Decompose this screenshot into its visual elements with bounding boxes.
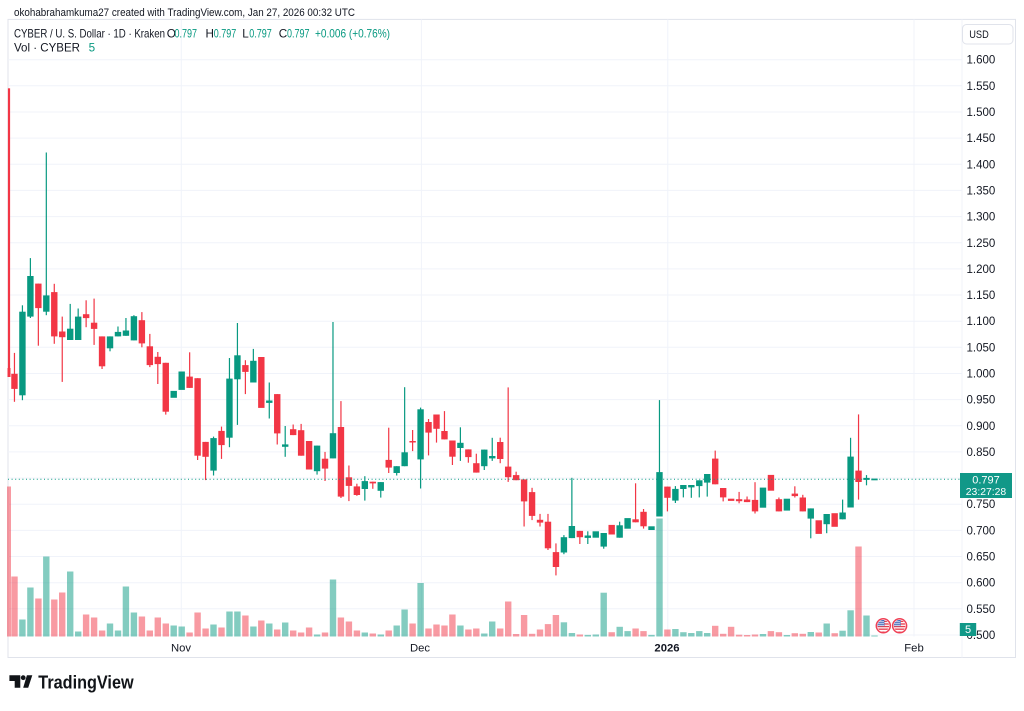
svg-text:Dec: Dec — [410, 643, 430, 655]
svg-text:0.850: 0.850 — [967, 447, 996, 459]
svg-text:TradingView: TradingView — [38, 672, 134, 693]
svg-text:0.600: 0.600 — [967, 578, 996, 590]
svg-text:0.750: 0.750 — [967, 499, 996, 511]
svg-text:0.550: 0.550 — [967, 604, 996, 616]
svg-text:1.400: 1.400 — [967, 159, 996, 171]
svg-text:0.700: 0.700 — [967, 525, 996, 537]
svg-text:1.350: 1.350 — [967, 185, 996, 197]
svg-text:5: 5 — [965, 624, 971, 636]
svg-text:2026: 2026 — [654, 643, 679, 655]
svg-text:CYBER / U. S. Dollar · 1D · Kr: CYBER / U. S. Dollar · 1D · Kraken O0.797… — [14, 27, 390, 40]
svg-text:0.650: 0.650 — [967, 552, 996, 564]
svg-text:1.150: 1.150 — [967, 290, 996, 302]
svg-text:23:27:28: 23:27:28 — [966, 487, 1007, 498]
svg-text:okohabrahamkuma27 created with: okohabrahamkuma27 created with TradingVi… — [14, 7, 355, 19]
svg-text:Nov: Nov — [171, 643, 191, 655]
svg-text:0.900: 0.900 — [967, 421, 996, 433]
svg-text:1.450: 1.450 — [967, 133, 996, 145]
svg-text:1.000: 1.000 — [967, 369, 996, 381]
svg-text:0.950: 0.950 — [967, 395, 996, 407]
svg-text:1.100: 1.100 — [967, 316, 996, 328]
svg-text:USD: USD — [969, 29, 989, 41]
svg-text:1.500: 1.500 — [967, 107, 996, 119]
svg-text:1.300: 1.300 — [967, 212, 996, 224]
svg-text:1.200: 1.200 — [967, 264, 996, 276]
svg-text:Feb: Feb — [904, 643, 923, 655]
svg-text:1.050: 1.050 — [967, 342, 996, 354]
svg-text:1.250: 1.250 — [967, 238, 996, 250]
svg-text:0.797: 0.797 — [972, 475, 1000, 487]
svg-text:1.600: 1.600 — [967, 55, 996, 67]
svg-text:1.550: 1.550 — [967, 81, 996, 93]
